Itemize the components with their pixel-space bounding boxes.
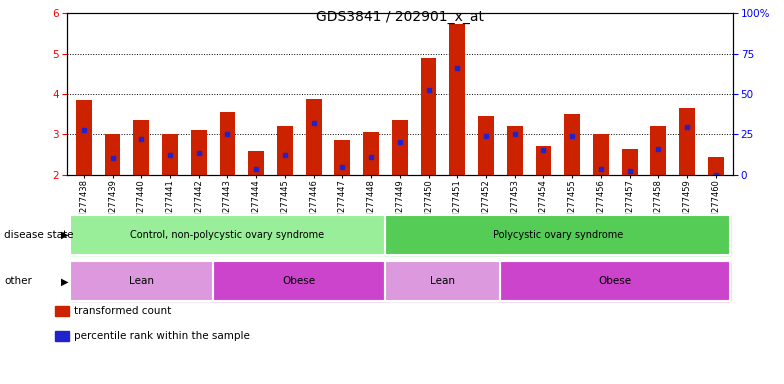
Bar <box>593 134 609 175</box>
Bar <box>392 120 408 175</box>
Bar <box>651 126 666 175</box>
Bar <box>564 114 580 175</box>
Bar <box>162 134 178 175</box>
Bar <box>133 120 149 175</box>
Bar <box>220 112 235 175</box>
Bar <box>277 126 293 175</box>
Text: ▶: ▶ <box>60 276 68 286</box>
Bar <box>191 130 207 175</box>
Bar <box>335 141 350 175</box>
Bar <box>449 23 465 175</box>
Text: GDS3841 / 202901_x_at: GDS3841 / 202901_x_at <box>316 10 484 23</box>
Bar <box>478 116 494 175</box>
Text: Obese: Obese <box>283 276 316 286</box>
Text: Obese: Obese <box>599 276 632 286</box>
Text: disease state: disease state <box>4 230 74 240</box>
Bar <box>679 108 695 175</box>
Bar <box>363 132 379 175</box>
Bar <box>306 99 321 175</box>
Bar <box>535 146 551 175</box>
Text: transformed count: transformed count <box>74 306 172 316</box>
Bar <box>76 100 92 175</box>
Text: other: other <box>4 276 32 286</box>
Bar <box>249 151 264 175</box>
Bar <box>506 126 523 175</box>
Text: Control, non-polycystic ovary syndrome: Control, non-polycystic ovary syndrome <box>130 230 325 240</box>
Bar <box>708 157 724 175</box>
Bar <box>105 134 121 175</box>
Bar <box>622 149 637 175</box>
Text: Polycystic ovary syndrome: Polycystic ovary syndrome <box>492 230 623 240</box>
Bar <box>421 58 437 175</box>
Text: Lean: Lean <box>129 276 154 286</box>
Text: ▶: ▶ <box>60 230 68 240</box>
Text: percentile rank within the sample: percentile rank within the sample <box>74 331 250 341</box>
Text: Lean: Lean <box>430 276 456 286</box>
